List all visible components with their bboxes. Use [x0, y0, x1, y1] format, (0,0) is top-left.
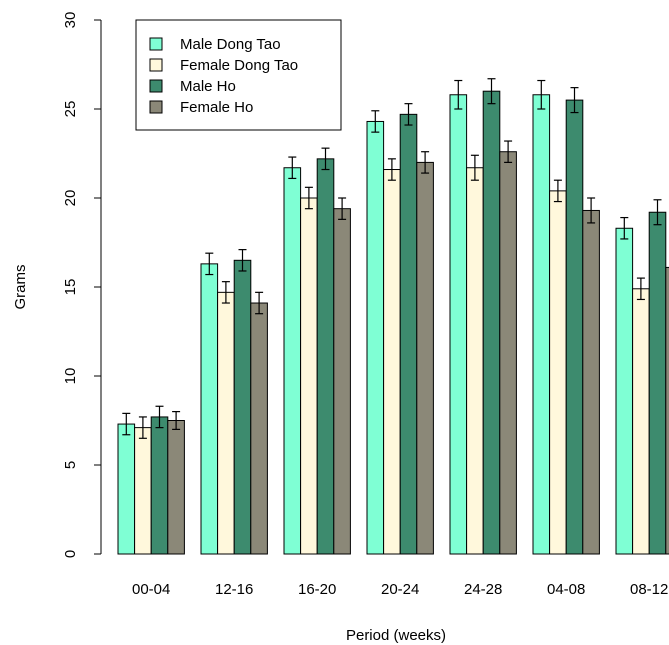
legend: Male Dong Tao Female Dong Tao Male Ho Femal… [135, 19, 342, 131]
bar [482, 90, 501, 555]
bar [283, 167, 302, 555]
legend-label: Male Ho [180, 78, 236, 95]
legend-label: Female Ho [180, 99, 253, 116]
bar [665, 266, 669, 555]
legend-label: Male Dong Tao [180, 36, 281, 53]
error-bar [205, 252, 214, 276]
error-bar [238, 249, 247, 272]
bar [316, 158, 335, 555]
bar [167, 420, 185, 555]
bar [549, 190, 567, 555]
x-tick-label: 16-20 [298, 581, 336, 598]
error-bar [587, 197, 596, 224]
y-axis-label: Grams [12, 265, 29, 310]
error-bar [504, 140, 513, 163]
legend-swatch [149, 79, 163, 93]
error-bar [221, 281, 230, 304]
x-tick-label: 20-24 [381, 581, 419, 598]
error-bar [421, 151, 430, 174]
bar [200, 263, 219, 555]
bar [615, 227, 634, 555]
error-bar [288, 156, 297, 180]
bar [466, 167, 484, 555]
y-axis: 0 5 10 15 20 25 30 [62, 12, 102, 558]
y-tick-label: 15 [62, 279, 79, 296]
x-tick-label: 00-04 [132, 581, 170, 598]
bar [632, 288, 650, 555]
bar [366, 120, 385, 555]
x-tick-label: 12-16 [215, 581, 253, 598]
error-bar [470, 154, 479, 181]
x-tick-label: 24-28 [464, 581, 502, 598]
bar [150, 416, 169, 555]
bar [383, 169, 401, 555]
bar [582, 209, 600, 555]
bar [416, 161, 434, 555]
error-bar [255, 291, 264, 315]
error-bar [172, 411, 181, 430]
bar [233, 259, 252, 555]
bar [250, 302, 268, 555]
y-tick-label: 20 [62, 190, 79, 207]
bar [449, 94, 468, 555]
error-bar [537, 79, 546, 110]
y-tick-label: 10 [62, 368, 79, 385]
y-tick-label: 30 [62, 12, 79, 29]
y-tick-label: 25 [62, 101, 79, 118]
error-bar [338, 197, 347, 220]
bar [134, 427, 152, 555]
error-bar [138, 416, 147, 439]
error-bar [487, 78, 496, 105]
error-bar [304, 186, 313, 210]
x-axis-label: Period (weeks) [346, 627, 446, 644]
x-tick-label: 04-08 [547, 581, 585, 598]
bar [399, 113, 418, 555]
y-tick-label: 5 [62, 461, 79, 469]
error-bar [122, 412, 131, 436]
bar [648, 211, 667, 555]
error-bar [620, 216, 629, 240]
error-bar [570, 87, 579, 114]
x-tick-label: 08-12 [630, 581, 668, 598]
error-bar [371, 110, 380, 133]
error-bar [155, 405, 164, 429]
error-bar [553, 179, 562, 203]
legend-swatch [149, 37, 163, 51]
x-axis: 00-04 12-16 16-20 20-24 24-28 04-08 08-12 [132, 581, 668, 598]
error-bar [454, 79, 463, 110]
bar [217, 291, 235, 555]
error-bar [387, 158, 396, 181]
bar [117, 423, 136, 555]
bar [499, 151, 517, 555]
y-tick-label: 0 [62, 550, 79, 558]
error-bar [653, 199, 662, 226]
bar [532, 94, 551, 555]
bar [333, 208, 351, 555]
legend-swatch [149, 100, 163, 114]
error-bar [321, 147, 330, 171]
error-bar [636, 277, 645, 301]
legend-box [135, 19, 342, 131]
bar [565, 99, 584, 555]
bar [300, 197, 318, 555]
legend-swatch [149, 58, 163, 72]
bars-layer [117, 78, 669, 555]
error-bar [404, 103, 413, 126]
legend-label: Female Dong Tao [180, 57, 298, 74]
